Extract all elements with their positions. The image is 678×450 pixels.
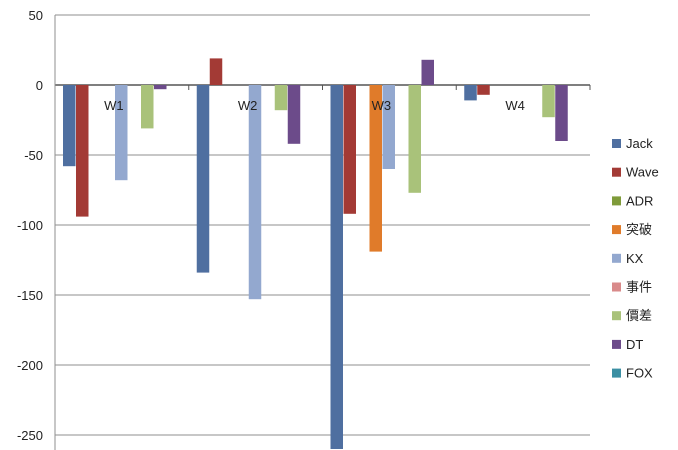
y-axis: 50 0 -50 -100 -150 -200 -250 (17, 8, 56, 450)
category-label: W4 (505, 98, 525, 113)
legend-label: Wave (626, 165, 659, 180)
bar (248, 85, 262, 300)
legend-swatch (612, 225, 621, 235)
legend-swatch (612, 196, 621, 206)
bar (369, 85, 382, 252)
bar (274, 85, 288, 111)
bar (382, 85, 395, 169)
bar (464, 85, 477, 101)
y-tick-label: -250 (17, 428, 43, 443)
bar (542, 85, 555, 118)
bar (330, 85, 343, 449)
bar (154, 85, 167, 90)
bar (63, 85, 76, 167)
y-tick-label: -150 (17, 288, 43, 303)
legend-label: KX (626, 251, 644, 266)
legend-swatch (612, 253, 621, 263)
y-tick-label: -50 (24, 148, 43, 163)
y-tick-label: -200 (17, 358, 43, 373)
y-tick-label: 0 (36, 78, 43, 93)
legend-label: 價差 (626, 308, 652, 323)
bar (477, 85, 490, 95)
bar (421, 59, 434, 85)
legend-swatch (612, 167, 621, 177)
bar (555, 85, 568, 141)
bar (408, 85, 421, 193)
category-label: W2 (238, 98, 258, 113)
category-labels: W1 W2 W3 W4 (104, 98, 525, 113)
bars (63, 58, 568, 449)
legend-label: 突破 (626, 222, 652, 237)
bar (76, 85, 89, 217)
legend-label: DT (626, 337, 643, 352)
y-tick-label: 50 (29, 8, 43, 23)
category-label: W3 (372, 98, 392, 113)
bar (196, 85, 210, 273)
bar (115, 85, 128, 181)
y-tick-label: -100 (17, 218, 43, 233)
category-label: W1 (104, 98, 124, 113)
bar (209, 58, 223, 85)
bar (287, 85, 301, 144)
legend-swatch (612, 139, 621, 148)
legend-label: ADR (626, 193, 653, 208)
legend-swatch (612, 311, 621, 321)
legend-swatch (612, 282, 621, 292)
legend-label: Jack (626, 136, 653, 151)
bar (343, 85, 356, 214)
legend-swatch (612, 368, 621, 378)
gridlines (54, 14, 591, 436)
bar (141, 85, 154, 129)
legend-label: 事件 (626, 280, 652, 295)
legend-swatch (612, 339, 621, 349)
legend-label: FOX (626, 366, 653, 381)
